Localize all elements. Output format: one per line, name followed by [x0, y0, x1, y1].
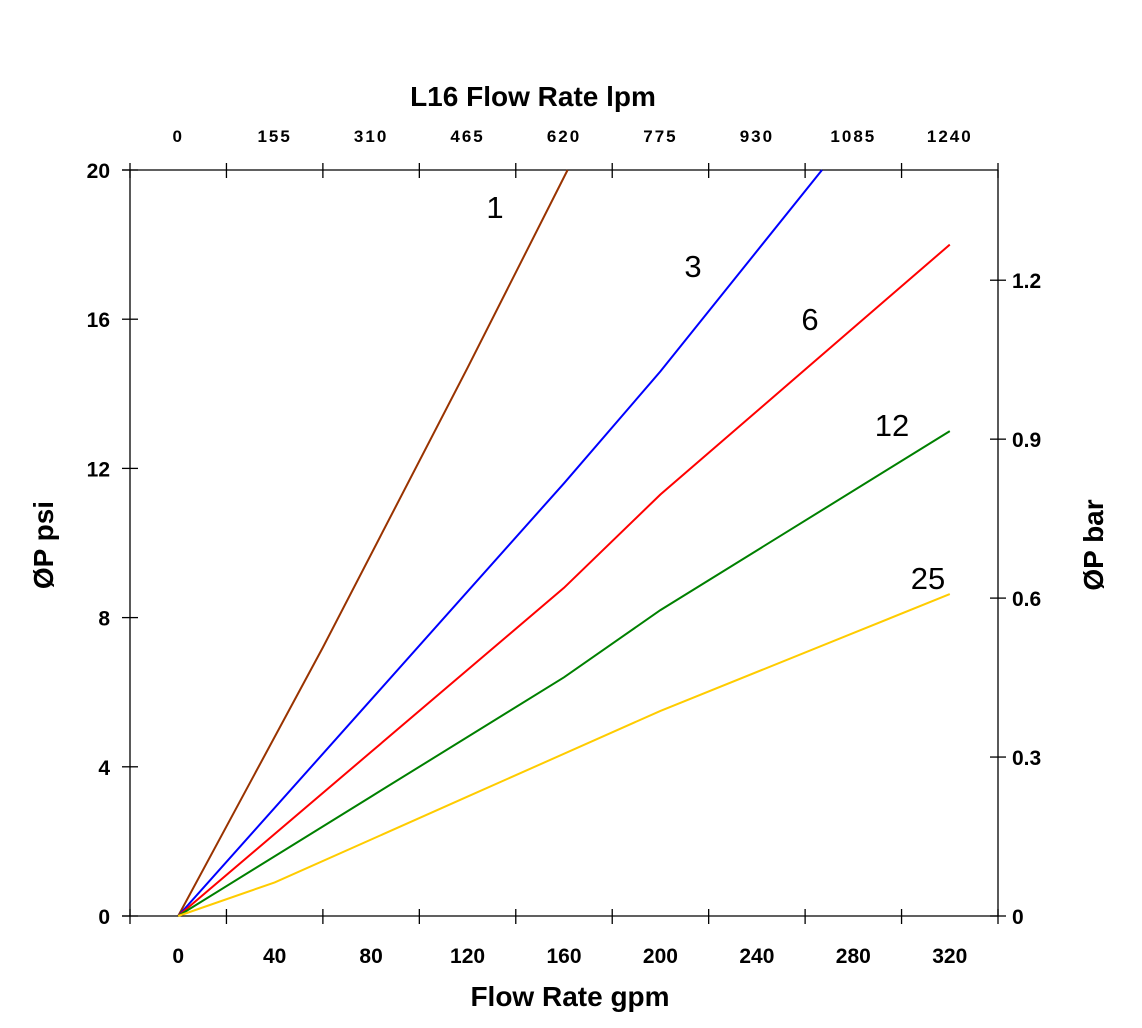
top-tick-label: 1085	[830, 127, 876, 146]
top-tick-label: 155	[257, 127, 291, 146]
x-tick-label: 80	[359, 945, 382, 968]
y-axis-title: ØP psi	[28, 501, 59, 589]
top-axis-title: L16 Flow Rate lpm	[410, 81, 656, 112]
x-tick-label: 120	[450, 945, 485, 968]
top-tick-label: 775	[643, 127, 677, 146]
y2-tick-label: 0.6	[1012, 588, 1041, 611]
x-tick-label: 200	[643, 945, 678, 968]
series-line-25	[177, 593, 951, 917]
y-tick-label: 16	[87, 309, 110, 332]
x-tick-label: 40	[263, 945, 286, 968]
x-tick-label: 160	[546, 945, 581, 968]
series-label: 6	[801, 302, 818, 337]
series-label: 25	[911, 561, 945, 596]
series-line-1	[177, 169, 569, 917]
series-line-12	[177, 430, 951, 917]
top-tick-label: 930	[740, 127, 774, 146]
top-tick-label: 0	[172, 127, 183, 146]
y-tick-label: 4	[98, 757, 110, 780]
y2-tick-label: 1.2	[1012, 270, 1041, 293]
y2-axis-title: ØP bar	[1078, 499, 1109, 590]
x-tick-label: 0	[172, 945, 184, 968]
x-tick-label: 240	[739, 945, 774, 968]
y-tick-label: 0	[98, 906, 110, 929]
top-tick-label: 310	[354, 127, 388, 146]
y-tick-label: 8	[98, 608, 110, 631]
x-tick-label: 320	[932, 945, 967, 968]
y-tick-label: 20	[87, 160, 110, 183]
series-label: 1	[486, 190, 503, 225]
x-tick-label: 280	[836, 945, 871, 968]
series-line-3	[177, 169, 823, 917]
top-tick-label: 620	[547, 127, 581, 146]
top-tick-label: 465	[450, 127, 484, 146]
y2-tick-label: 0.9	[1012, 429, 1041, 452]
top-tick-label: 1240	[927, 127, 973, 146]
series-line-6	[177, 243, 951, 917]
series-label: 3	[684, 249, 701, 284]
y-tick-label: 12	[87, 458, 110, 481]
x-axis-title: Flow Rate gpm	[470, 981, 669, 1012]
series-label: 12	[875, 408, 909, 443]
y2-tick-label: 0.3	[1012, 747, 1041, 770]
y2-tick-label: 0	[1012, 906, 1024, 929]
